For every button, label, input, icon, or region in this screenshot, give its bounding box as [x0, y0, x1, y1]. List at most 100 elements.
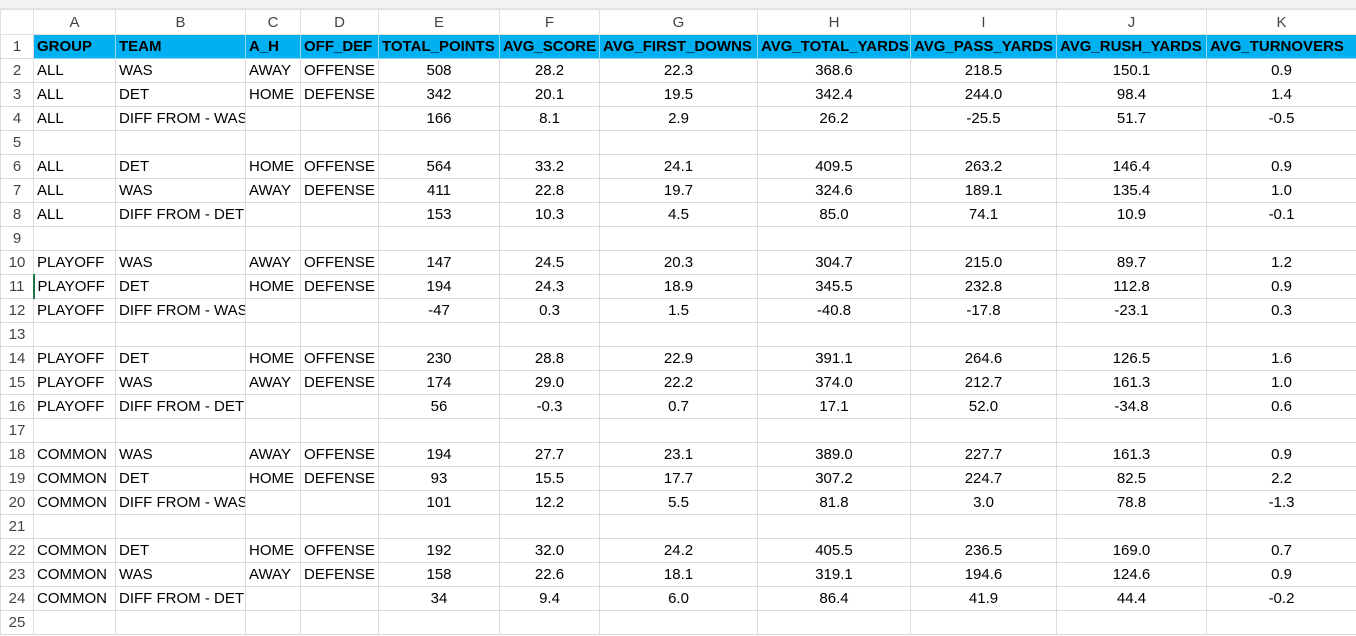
cell[interactable]: 0.9 [1206, 154, 1356, 179]
cell[interactable]: 78.8 [1056, 490, 1207, 515]
cell[interactable] [757, 226, 911, 251]
cell[interactable]: HOME [245, 538, 301, 563]
cell[interactable] [300, 226, 379, 251]
cell[interactable]: WAS [115, 250, 246, 275]
cell[interactable]: 166 [378, 106, 500, 131]
row-number[interactable]: 2 [0, 58, 34, 83]
cell[interactable] [300, 298, 379, 323]
cell[interactable]: 150.1 [1056, 58, 1207, 83]
cell[interactable]: -25.5 [910, 106, 1057, 131]
cell[interactable]: WAS [115, 178, 246, 203]
cell[interactable]: 10.3 [499, 202, 600, 227]
cell[interactable]: 124.6 [1056, 562, 1207, 587]
cell[interactable] [245, 418, 301, 443]
cell[interactable]: 244.0 [910, 82, 1057, 107]
cell[interactable]: 17.7 [599, 466, 758, 491]
cell[interactable] [757, 514, 911, 539]
cell[interactable] [499, 418, 600, 443]
cell[interactable]: 20.3 [599, 250, 758, 275]
cell[interactable] [245, 322, 301, 347]
cell[interactable]: 22.8 [499, 178, 600, 203]
cell[interactable]: 6.0 [599, 586, 758, 611]
cell[interactable]: 169.0 [1056, 538, 1207, 563]
cell[interactable] [300, 490, 379, 515]
cell[interactable] [910, 322, 1057, 347]
cell[interactable] [757, 130, 911, 155]
cell[interactable]: -23.1 [1056, 298, 1207, 323]
cell[interactable]: 2.9 [599, 106, 758, 131]
cell[interactable]: 93 [378, 466, 500, 491]
cell[interactable]: PLAYOFF [33, 298, 116, 323]
cell[interactable]: HOME [245, 346, 301, 371]
cell[interactable] [33, 418, 116, 443]
cell[interactable]: DET [115, 274, 246, 299]
column-header-i[interactable]: I [910, 9, 1057, 35]
cell[interactable] [499, 130, 600, 155]
cell[interactable]: 85.0 [757, 202, 911, 227]
cell[interactable] [245, 586, 301, 611]
cell[interactable] [757, 418, 911, 443]
cell[interactable]: 147 [378, 250, 500, 275]
cell[interactable]: HOME [245, 82, 301, 107]
cell[interactable]: 564 [378, 154, 500, 179]
column-header-b[interactable]: B [115, 9, 246, 35]
cell[interactable]: 22.2 [599, 370, 758, 395]
cell[interactable] [115, 226, 246, 251]
row-number[interactable]: 3 [0, 82, 34, 107]
cell[interactable] [599, 322, 758, 347]
cell[interactable]: DIFF FROM - WAS [115, 106, 246, 131]
cell[interactable]: -0.5 [1206, 106, 1356, 131]
cell[interactable]: AWAY [245, 370, 301, 395]
header-cell[interactable]: GROUP [33, 34, 116, 59]
header-cell[interactable]: AVG_FIRST_DOWNS [599, 34, 758, 59]
cell[interactable] [1056, 130, 1207, 155]
cell[interactable] [910, 610, 1057, 635]
cell[interactable]: 22.9 [599, 346, 758, 371]
cell[interactable] [115, 418, 246, 443]
cell[interactable] [378, 610, 500, 635]
cell[interactable]: 18.9 [599, 274, 758, 299]
cell[interactable]: -40.8 [757, 298, 911, 323]
cell[interactable] [300, 586, 379, 611]
cell[interactable]: 3.0 [910, 490, 1057, 515]
cell[interactable]: WAS [115, 562, 246, 587]
header-cell[interactable]: A_H [245, 34, 301, 59]
cell[interactable] [300, 394, 379, 419]
cell[interactable] [300, 322, 379, 347]
cell[interactable]: -0.2 [1206, 586, 1356, 611]
cell[interactable]: DET [115, 538, 246, 563]
header-cell[interactable]: AVG_RUSH_YARDS [1056, 34, 1207, 59]
row-number[interactable]: 8 [0, 202, 34, 227]
cell[interactable]: 0.3 [499, 298, 600, 323]
cell[interactable] [499, 226, 600, 251]
row-number[interactable]: 25 [0, 610, 34, 635]
cell[interactable] [300, 130, 379, 155]
cell[interactable] [300, 610, 379, 635]
cell[interactable]: COMMON [33, 442, 116, 467]
cell[interactable]: 19.7 [599, 178, 758, 203]
cell[interactable]: 194 [378, 274, 500, 299]
cell[interactable]: ALL [33, 58, 116, 83]
cell[interactable]: 0.6 [1206, 394, 1356, 419]
cell[interactable]: DIFF FROM - DET [115, 586, 246, 611]
cell[interactable] [245, 226, 301, 251]
cell[interactable] [1206, 226, 1356, 251]
column-header-a[interactable]: A [33, 9, 116, 35]
cell[interactable]: 307.2 [757, 466, 911, 491]
cell[interactable]: AWAY [245, 442, 301, 467]
cell[interactable]: 0.9 [1206, 58, 1356, 83]
cell[interactable] [910, 418, 1057, 443]
header-cell[interactable]: AVG_PASS_YARDS [910, 34, 1057, 59]
header-cell[interactable]: TEAM [115, 34, 246, 59]
cell[interactable]: 52.0 [910, 394, 1057, 419]
cell[interactable]: 374.0 [757, 370, 911, 395]
row-number[interactable]: 14 [0, 346, 34, 371]
cell[interactable] [1206, 610, 1356, 635]
cell[interactable] [757, 322, 911, 347]
cell[interactable]: 411 [378, 178, 500, 203]
cell[interactable]: 161.3 [1056, 442, 1207, 467]
cell[interactable]: 9.4 [499, 586, 600, 611]
cell[interactable]: 1.4 [1206, 82, 1356, 107]
cell[interactable]: 405.5 [757, 538, 911, 563]
cell[interactable] [378, 514, 500, 539]
